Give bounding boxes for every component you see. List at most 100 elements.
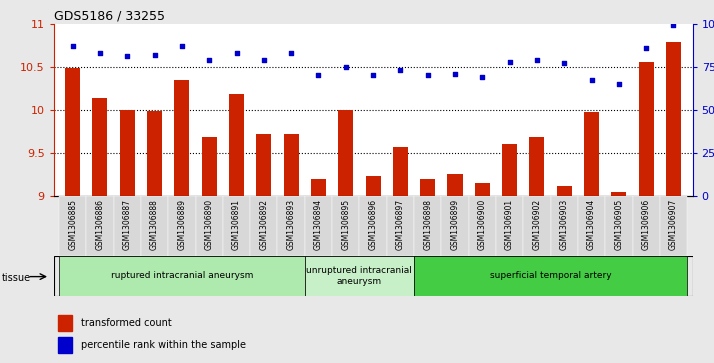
Bar — [550, 196, 578, 256]
Bar — [169, 196, 196, 256]
Point — [558, 60, 570, 66]
Text: GSM1306901: GSM1306901 — [505, 199, 514, 250]
Text: GSM1306894: GSM1306894 — [314, 199, 323, 250]
Bar — [496, 196, 523, 256]
Text: tissue: tissue — [2, 273, 31, 283]
Text: GSM1306891: GSM1306891 — [232, 199, 241, 250]
Text: GSM1306890: GSM1306890 — [205, 199, 213, 250]
Bar — [256, 134, 271, 196]
Point — [585, 78, 597, 83]
Bar — [502, 144, 517, 196]
Bar — [223, 196, 250, 256]
Text: percentile rank within the sample: percentile rank within the sample — [81, 340, 246, 350]
Bar — [120, 110, 135, 196]
Bar — [278, 196, 305, 256]
Bar — [283, 134, 298, 196]
Text: GSM1306895: GSM1306895 — [341, 199, 351, 250]
Text: GSM1306897: GSM1306897 — [396, 199, 405, 250]
Point — [340, 64, 351, 70]
Text: GSM1306907: GSM1306907 — [669, 199, 678, 250]
Point — [449, 71, 461, 77]
Point — [531, 57, 543, 63]
Bar — [584, 111, 599, 196]
Text: GSM1306885: GSM1306885 — [68, 199, 77, 250]
Text: GSM1306900: GSM1306900 — [478, 199, 487, 250]
Text: GSM1306903: GSM1306903 — [560, 199, 569, 250]
Point — [395, 67, 406, 73]
Text: GSM1306892: GSM1306892 — [259, 199, 268, 250]
Bar — [93, 98, 108, 196]
Bar — [229, 94, 244, 196]
Text: GSM1306889: GSM1306889 — [177, 199, 186, 250]
Bar — [529, 136, 545, 196]
Bar — [633, 196, 660, 256]
Text: GSM1306904: GSM1306904 — [587, 199, 596, 250]
Text: GDS5186 / 33255: GDS5186 / 33255 — [54, 9, 164, 23]
Bar — [611, 192, 626, 196]
Point — [94, 50, 106, 56]
Bar — [59, 256, 305, 296]
Bar — [86, 196, 114, 256]
Bar — [332, 196, 359, 256]
Point — [313, 72, 324, 78]
Text: GSM1306899: GSM1306899 — [451, 199, 460, 250]
Bar — [393, 147, 408, 196]
Point — [203, 57, 215, 63]
Bar — [387, 196, 414, 256]
Bar — [311, 179, 326, 196]
Bar — [201, 137, 217, 196]
Bar — [578, 196, 605, 256]
Bar — [660, 196, 687, 256]
Point — [613, 81, 625, 87]
Point — [422, 72, 433, 78]
Bar — [605, 196, 633, 256]
Bar — [250, 196, 278, 256]
Bar — [475, 183, 490, 196]
Bar — [59, 196, 86, 256]
Text: GSM1306893: GSM1306893 — [286, 199, 296, 250]
Point — [668, 23, 679, 28]
Bar — [147, 111, 162, 196]
Text: GSM1306887: GSM1306887 — [123, 199, 132, 250]
Bar — [557, 186, 572, 196]
Text: ruptured intracranial aneurysm: ruptured intracranial aneurysm — [111, 272, 253, 280]
Bar — [196, 196, 223, 256]
Bar — [58, 315, 71, 331]
Bar — [666, 42, 681, 196]
Text: GSM1306902: GSM1306902 — [533, 199, 541, 250]
Bar — [441, 196, 468, 256]
Point — [176, 43, 188, 49]
Bar — [305, 256, 414, 296]
Bar — [448, 174, 463, 196]
Point — [367, 72, 378, 78]
Text: GSM1306906: GSM1306906 — [642, 199, 650, 250]
Text: GSM1306898: GSM1306898 — [423, 199, 432, 250]
Point — [149, 52, 161, 57]
Point — [286, 50, 297, 56]
Point — [504, 58, 516, 65]
Point — [67, 43, 79, 49]
Text: GSM1306886: GSM1306886 — [96, 199, 104, 250]
Text: GSM1306888: GSM1306888 — [150, 199, 159, 250]
Bar — [468, 196, 496, 256]
Text: superficial temporal artery: superficial temporal artery — [490, 272, 611, 280]
Bar — [414, 196, 441, 256]
Point — [258, 57, 270, 63]
Bar — [65, 68, 80, 196]
Bar — [58, 337, 71, 353]
Bar — [305, 196, 332, 256]
Bar — [114, 196, 141, 256]
Text: unruptured intracranial
aneurysm: unruptured intracranial aneurysm — [306, 266, 413, 286]
Bar — [523, 196, 550, 256]
Text: GSM1306905: GSM1306905 — [614, 199, 623, 250]
Bar — [414, 256, 687, 296]
Point — [121, 53, 133, 59]
Text: transformed count: transformed count — [81, 318, 172, 328]
Point — [476, 74, 488, 80]
Bar — [338, 110, 353, 196]
Text: GSM1306896: GSM1306896 — [368, 199, 378, 250]
Point — [231, 50, 242, 56]
Bar — [366, 176, 381, 196]
Bar — [420, 179, 436, 196]
Bar — [174, 79, 189, 196]
